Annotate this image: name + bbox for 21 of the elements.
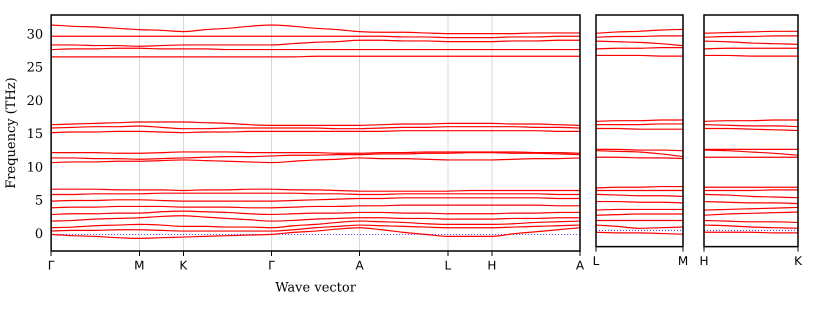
- x-axis-title: Wave vector: [275, 280, 357, 296]
- x-tick-label: K: [794, 254, 804, 268]
- x-tick-label: M: [678, 254, 688, 268]
- y-tick-label: 5: [34, 194, 44, 209]
- x-tick-label: Γ: [48, 258, 55, 272]
- x-tick-label: L: [592, 254, 600, 268]
- x-tick-label: A: [356, 258, 365, 272]
- x-tick-label: K: [179, 258, 188, 272]
- y-tick-label: 15: [26, 127, 44, 142]
- y-tick-label: 25: [26, 60, 44, 76]
- y-axis-title: Frequency (THz): [4, 77, 20, 189]
- x-tick-label: H: [487, 258, 496, 272]
- x-tick-label: Γ: [268, 258, 276, 272]
- x-tick-label: M: [134, 258, 144, 272]
- y-tick-label: 0: [34, 226, 44, 242]
- x-tick-label: H: [699, 254, 709, 268]
- x-tick-label: A: [576, 258, 585, 272]
- x-tick-label: L: [444, 258, 452, 272]
- y-tick-label: 30: [26, 27, 44, 42]
- y-tick-label: 10: [26, 160, 44, 176]
- y-tick-label: 20: [26, 94, 44, 109]
